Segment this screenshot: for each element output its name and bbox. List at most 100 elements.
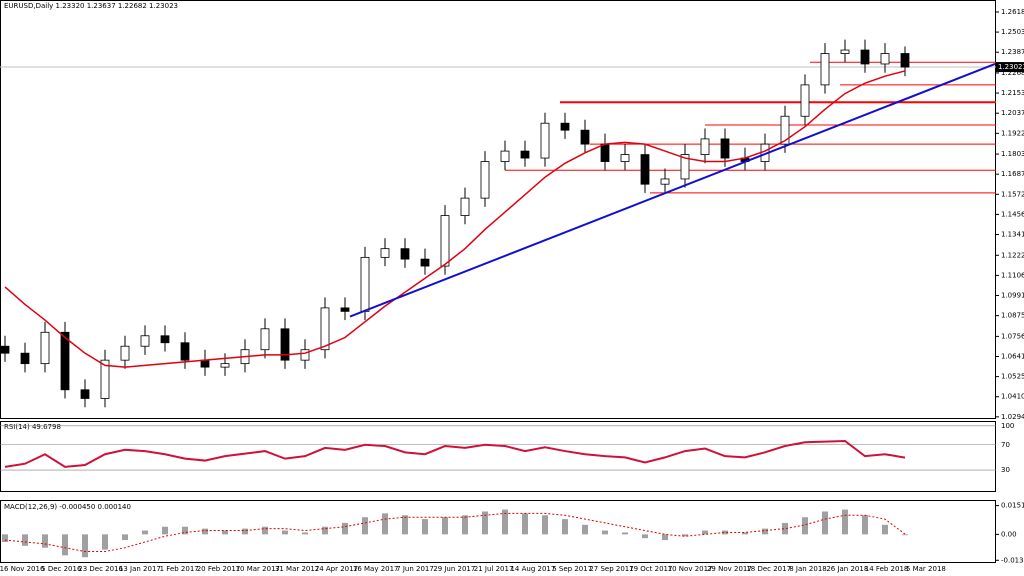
macd-bar <box>522 513 528 535</box>
y-tick-label: 1.18030 <box>1001 150 1024 158</box>
candle-body <box>120 345 130 361</box>
y-tick-label: 1.26185 <box>1001 8 1024 16</box>
macd-bar <box>182 526 188 535</box>
candle-body <box>500 150 510 162</box>
macd-bar <box>342 522 348 535</box>
candle-body <box>520 150 530 159</box>
y-tick-label: 1.13410 <box>1001 231 1024 239</box>
macd-bar <box>22 534 28 546</box>
y-tick-label: 1.02945 <box>1001 413 1024 421</box>
rsi-title: RSI(14) 49.6798 <box>4 423 61 431</box>
trendline <box>349 63 996 318</box>
candle-body <box>280 328 290 361</box>
y-tick-label: 1.08755 <box>1001 312 1024 320</box>
y-tick-label: 0.0151 <box>1001 502 1024 510</box>
macd-bar <box>102 534 108 550</box>
macd-bar <box>782 522 788 535</box>
candle-body <box>800 84 810 117</box>
macd-bar <box>762 528 768 535</box>
macd-bar <box>822 511 828 535</box>
candle-body <box>540 122 550 159</box>
y-tick-label: 0.00 <box>1001 530 1017 538</box>
macd-bar <box>382 513 388 535</box>
candle-body <box>440 215 450 267</box>
macd-bar <box>222 530 228 535</box>
candle-body <box>360 256 370 312</box>
macd-bar <box>262 526 268 535</box>
y-tick-label: 1.09910 <box>1001 292 1024 300</box>
y-tick-label: 1.07565 <box>1001 332 1024 340</box>
x-tick-label: 20 Feb 2017 <box>197 565 241 573</box>
macd-bar <box>42 534 48 548</box>
macd-bar <box>622 532 628 535</box>
x-tick-label: 29 Jun 2017 <box>433 565 475 573</box>
x-tick-label: 13 Jan 2017 <box>119 565 161 573</box>
x-tick-label: 1 Feb 2017 <box>160 565 199 573</box>
candle-body <box>20 352 30 365</box>
macd-bar <box>862 515 868 535</box>
x-tick-label: 21 Jul 2017 <box>474 565 514 573</box>
x-tick-label: 16 May 2017 <box>353 565 399 573</box>
candle-body <box>900 53 910 68</box>
macd-bar <box>882 524 888 535</box>
candle-body <box>780 115 790 145</box>
x-tick-label: 29 Nov 2017 <box>707 565 752 573</box>
candle-body <box>160 335 170 344</box>
y-tick-label: 30 <box>1001 466 1010 474</box>
candle-body <box>380 248 390 258</box>
y-tick-label: 100 <box>1001 422 1014 430</box>
y-tick-label: 1.2503 <box>1001 28 1024 36</box>
macd-bar <box>82 534 88 558</box>
macd-bar <box>482 511 488 535</box>
macd-bar <box>202 528 208 535</box>
candle-body <box>860 49 870 65</box>
macd-bar <box>462 515 468 535</box>
candle-body <box>200 359 210 368</box>
y-tick-label: 1.15720 <box>1001 190 1024 198</box>
y-tick-label: 1.16875 <box>1001 170 1024 178</box>
candle-body <box>560 122 570 131</box>
macd-bar <box>282 530 288 535</box>
macd-bar <box>802 517 808 535</box>
macd-bar <box>742 532 748 535</box>
macd-bar <box>682 534 688 537</box>
macd-bar <box>402 515 408 535</box>
candle-body <box>680 154 690 180</box>
candle-body <box>480 161 490 199</box>
candle-body <box>0 345 10 354</box>
macd-bar <box>722 530 728 535</box>
candle-body <box>100 359 110 399</box>
macd-bar <box>502 509 508 535</box>
x-tick-label: 27 Sep 2017 <box>589 565 633 573</box>
y-tick-label: 1.12220 <box>1001 251 1024 259</box>
macd-bar <box>142 530 148 535</box>
y-tick-label: 1.06410 <box>1001 352 1024 360</box>
rsi-line <box>4 439 906 468</box>
y-tick-label: 1.21530 <box>1001 89 1024 97</box>
candle-body <box>140 335 150 347</box>
last-price-label: 1.23023 <box>998 63 1024 71</box>
macd-bar <box>2 534 8 542</box>
x-tick-label: 31 Mar 2017 <box>275 565 319 573</box>
macd-bar <box>642 534 648 539</box>
macd-bar <box>602 530 608 535</box>
y-tick-label: -0.01360 <box>1001 556 1024 564</box>
candle-body <box>260 328 270 351</box>
candle-body <box>60 331 70 391</box>
signal-line <box>4 512 906 553</box>
y-tick-label: 1.05255 <box>1001 373 1024 381</box>
x-tick-label: 10 Nov 2017 <box>668 565 713 573</box>
candle-body <box>880 53 890 65</box>
y-tick-label: 70 <box>1001 441 1010 449</box>
x-tick-label: 19 Oct 2017 <box>629 565 672 573</box>
x-tick-label: 26 Jan 2018 <box>826 565 868 573</box>
candle-body <box>720 138 730 159</box>
macd-bar <box>562 519 568 535</box>
macd-panel <box>0 500 996 563</box>
y-tick-label: 1.23875 <box>1001 48 1024 56</box>
candle-body <box>400 248 410 260</box>
x-tick-label: 10 Mar 2017 <box>236 565 280 573</box>
candle-body <box>340 307 350 312</box>
